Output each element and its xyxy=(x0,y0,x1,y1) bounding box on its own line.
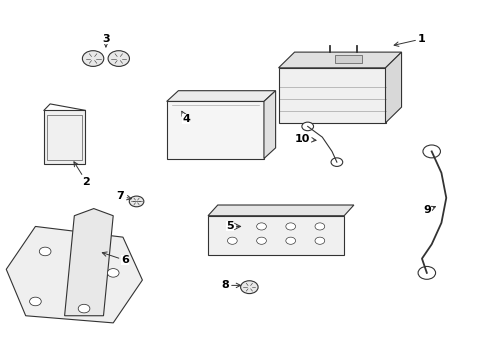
Circle shape xyxy=(39,247,51,256)
Polygon shape xyxy=(207,216,344,255)
Bar xyxy=(47,114,82,159)
Polygon shape xyxy=(264,91,275,158)
Circle shape xyxy=(129,196,143,207)
Polygon shape xyxy=(385,52,401,123)
Circle shape xyxy=(107,269,119,277)
Polygon shape xyxy=(207,205,353,216)
Circle shape xyxy=(240,281,258,294)
Circle shape xyxy=(285,237,295,244)
Bar xyxy=(335,55,361,63)
Text: 1: 1 xyxy=(393,34,425,46)
Circle shape xyxy=(227,237,237,244)
Text: 7: 7 xyxy=(117,191,131,201)
Polygon shape xyxy=(166,91,275,102)
Text: 2: 2 xyxy=(74,162,90,187)
Text: 6: 6 xyxy=(102,252,129,265)
Text: 10: 10 xyxy=(295,134,315,144)
Polygon shape xyxy=(6,226,142,323)
Bar xyxy=(44,111,85,164)
Circle shape xyxy=(227,223,237,230)
Circle shape xyxy=(256,237,266,244)
Circle shape xyxy=(82,51,103,66)
Text: 5: 5 xyxy=(225,221,240,231)
Circle shape xyxy=(256,223,266,230)
Circle shape xyxy=(314,237,324,244)
Polygon shape xyxy=(278,52,401,68)
Circle shape xyxy=(301,122,313,131)
Circle shape xyxy=(285,223,295,230)
Circle shape xyxy=(30,297,41,306)
Bar xyxy=(278,68,385,123)
Circle shape xyxy=(108,51,129,66)
Text: 9: 9 xyxy=(422,205,434,215)
Text: 3: 3 xyxy=(102,34,109,47)
Circle shape xyxy=(422,145,440,158)
Text: 4: 4 xyxy=(182,111,190,124)
Circle shape xyxy=(417,266,435,279)
Polygon shape xyxy=(64,208,113,316)
Bar xyxy=(166,102,264,158)
Circle shape xyxy=(78,304,90,313)
Text: 8: 8 xyxy=(221,280,240,291)
Circle shape xyxy=(330,158,342,166)
Circle shape xyxy=(314,223,324,230)
